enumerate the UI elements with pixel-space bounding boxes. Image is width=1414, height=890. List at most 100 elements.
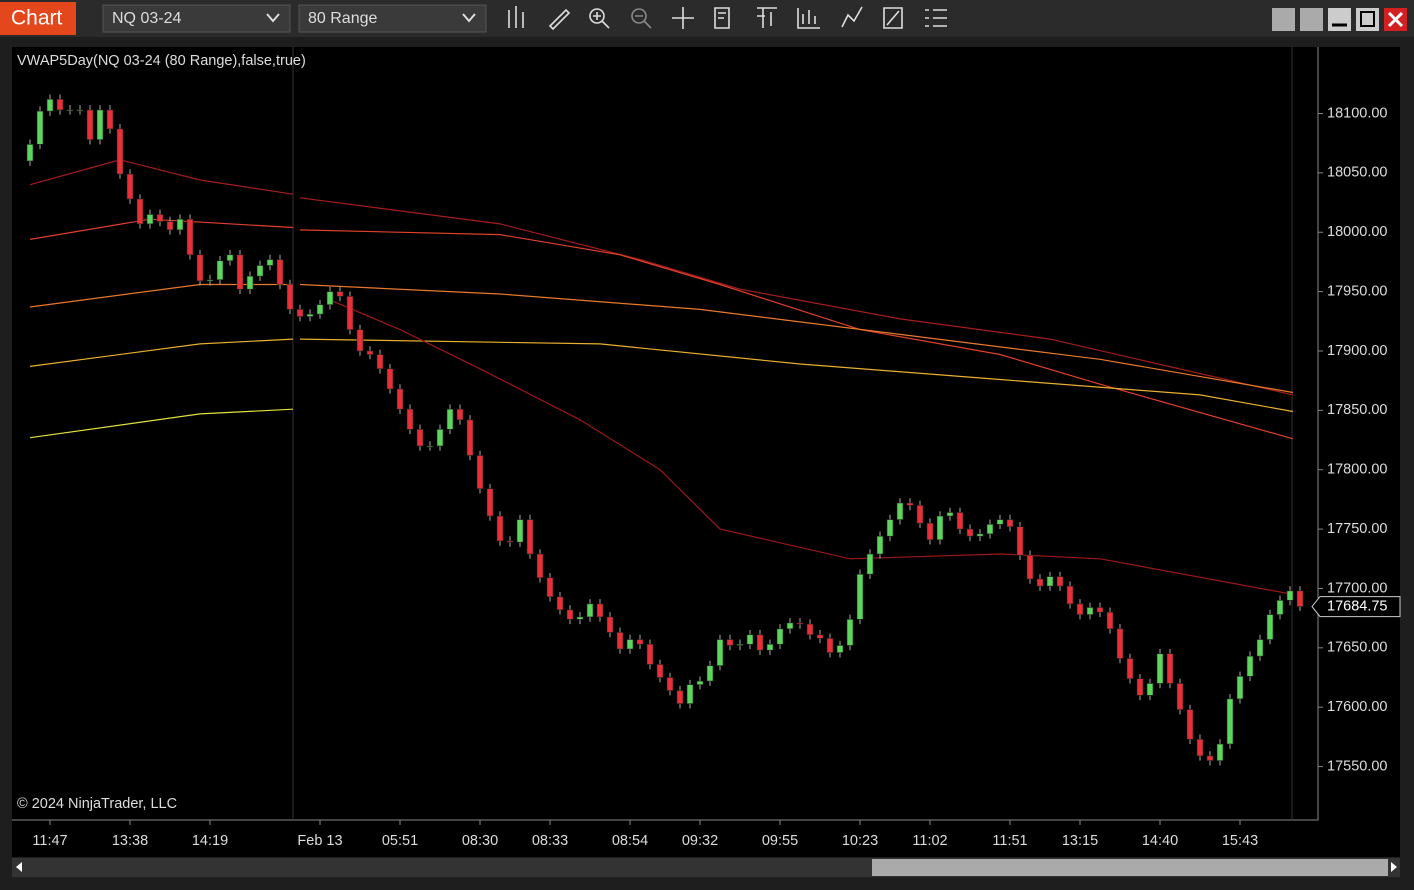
candle-body [1286, 590, 1294, 601]
instrument-select[interactable] [102, 4, 291, 33]
candle-body [996, 519, 1004, 525]
candle-body [86, 109, 94, 140]
toolbar-icon[interactable] [925, 9, 947, 27]
candle-body [1236, 676, 1244, 700]
scroll-right[interactable] [1391, 862, 1397, 872]
candle-body [1126, 658, 1134, 679]
y-tick-label: 17850.00 [1327, 402, 1387, 418]
toolbar-icon[interactable] [672, 7, 694, 29]
window-button[interactable] [1300, 8, 1323, 31]
toolbar-icon[interactable] [508, 6, 524, 28]
toolbar-icon[interactable] [797, 8, 820, 29]
y-tick-label: 17600.00 [1327, 699, 1387, 715]
candle-body [446, 408, 454, 430]
candle-body [186, 218, 194, 256]
chart-tab-label: Chart [11, 7, 63, 30]
candle-body [746, 634, 754, 645]
y-tick-label: 18050.00 [1327, 165, 1387, 181]
price-axis [1318, 47, 1400, 820]
candle-body [606, 616, 614, 633]
candle-body [1246, 655, 1254, 677]
y-tick-label: 17950.00 [1327, 283, 1387, 299]
scroll-left[interactable] [16, 862, 22, 872]
candle-body [666, 677, 674, 691]
toolbar-icon[interactable] [548, 8, 571, 31]
chart-tab[interactable] [0, 2, 76, 35]
candle-body [1266, 614, 1274, 640]
candle-body [426, 445, 434, 448]
candle-body [866, 553, 874, 575]
candle-body [1146, 683, 1154, 696]
candle-body [386, 368, 394, 390]
candle-body [376, 354, 384, 370]
candle-body [696, 680, 704, 685]
candle-body [1076, 603, 1084, 615]
scroll-thumb[interactable] [872, 859, 1388, 876]
candle-body [36, 110, 44, 145]
candle-body [316, 304, 324, 315]
toolbar-icon[interactable] [631, 8, 647, 24]
candle-body [156, 214, 164, 222]
candle-body [776, 628, 784, 645]
candle-body [96, 109, 104, 140]
candle-body [1046, 576, 1054, 587]
toolbar-icon[interactable] [757, 7, 777, 28]
candle-body [146, 214, 154, 225]
toolbar-icon[interactable] [714, 7, 730, 29]
vwap-line [29, 159, 1294, 396]
candle-body [1296, 590, 1304, 607]
y-tick-label: 17550.00 [1327, 758, 1387, 774]
candle-body [706, 665, 714, 682]
candle-body [656, 664, 664, 678]
minimize-button[interactable] [1328, 8, 1351, 31]
candle-body [26, 144, 34, 162]
candle-body [1096, 607, 1104, 613]
candle-body [526, 519, 534, 555]
candle-body [1006, 519, 1014, 528]
dropdown-arrow [462, 13, 476, 23]
candle-body [276, 259, 284, 285]
x-tick-label: 15:43 [1222, 833, 1258, 849]
candle-body [536, 553, 544, 579]
bartype-select[interactable] [298, 4, 487, 33]
candle-body [1136, 678, 1144, 696]
y-tick-label: 17650.00 [1327, 640, 1387, 656]
candle-body [1186, 709, 1194, 740]
candle-body [476, 455, 484, 490]
candle-body [66, 109, 74, 112]
candle-body [836, 645, 844, 653]
candle-body [516, 519, 524, 543]
candle-body [396, 388, 404, 410]
candle-body [906, 502, 914, 506]
candle-body [356, 329, 364, 352]
candle-body [416, 429, 424, 447]
candle-body [306, 313, 314, 317]
candle-body [726, 639, 734, 646]
candle-body [226, 254, 234, 262]
candle-body [236, 254, 244, 290]
toolbar-icons [508, 6, 947, 31]
toolbar-icon[interactable] [841, 6, 863, 28]
window-button[interactable] [1272, 8, 1295, 31]
dropdown-arrow [266, 13, 280, 23]
candle-body [1206, 755, 1214, 761]
y-tick-label: 17800.00 [1327, 462, 1387, 478]
candle-body [596, 603, 604, 618]
x-tick-label: 05:51 [382, 833, 418, 849]
candle-body [336, 291, 344, 297]
candle-body [1066, 585, 1074, 605]
x-tick-label: Feb 13 [297, 833, 342, 849]
candle-body [296, 309, 304, 317]
candle-body [966, 528, 974, 537]
x-tick-label: 10:23 [842, 833, 878, 849]
candle-body [1176, 683, 1184, 710]
candle-body [576, 616, 584, 620]
candle-body [246, 275, 254, 290]
x-tick-label: 14:19 [192, 833, 228, 849]
toolbar-icon[interactable] [589, 8, 605, 24]
toolbar-icon[interactable] [883, 7, 903, 29]
candle-body [826, 638, 834, 653]
candle-body [896, 502, 904, 520]
x-tick-label: 11:47 [32, 833, 67, 849]
